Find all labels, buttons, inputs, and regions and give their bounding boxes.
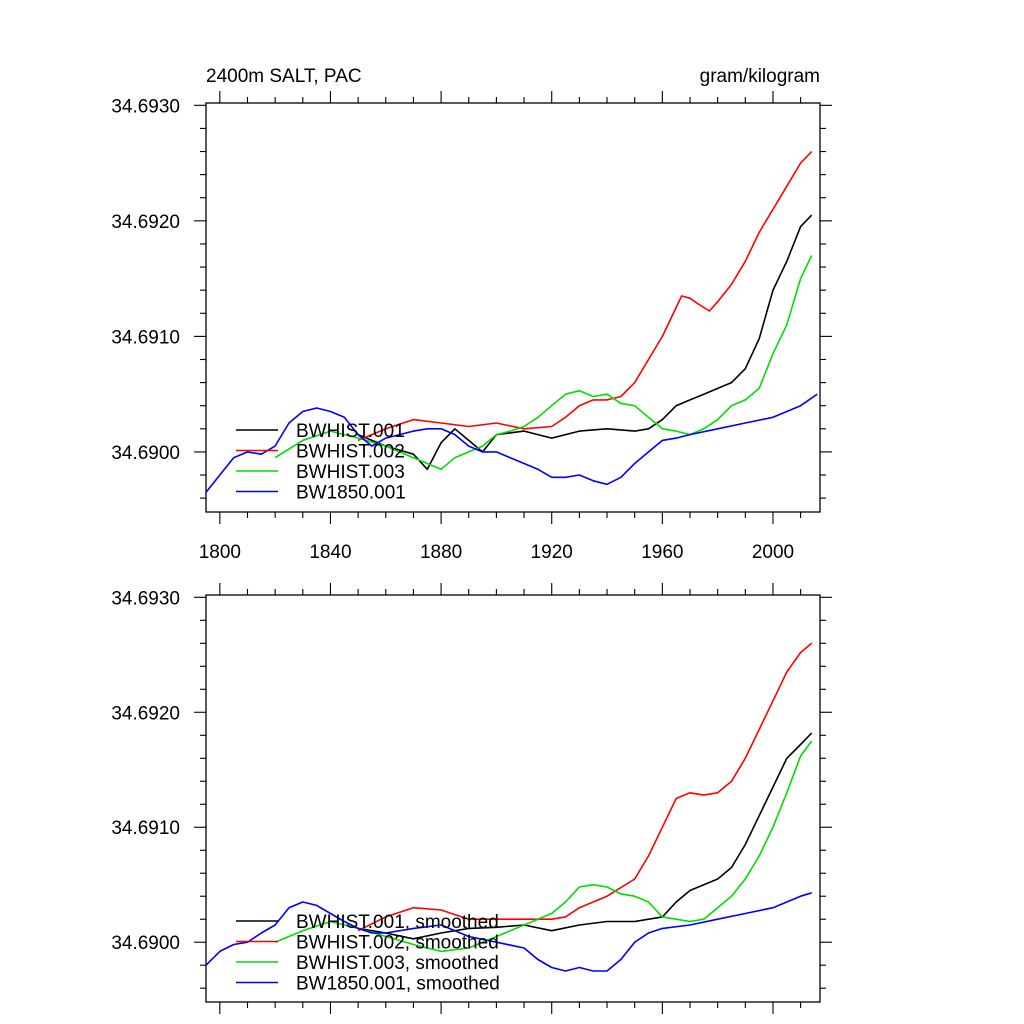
legend-label: BWHIST.001 [296,421,405,442]
x-tick-label: 1840 [309,542,351,563]
legend-label: BWHIST.001, smoothed [296,912,499,933]
legend-label: BWHIST.003, smoothed [296,953,499,974]
series-line-bwhist-003 [274,255,813,471]
plot-frame [205,594,821,1003]
legend-label: BWHIST.002 [296,442,405,463]
y-tick-label: 34.6910 [111,818,180,839]
x-tick-label: 2000 [752,542,794,563]
series-line-bw1850-001-smoothed [205,892,812,972]
x-tick-label: 1960 [641,542,683,563]
x-tick-label: 1920 [531,542,573,563]
chart-title: 2400m SALT, PAC [206,66,362,87]
x-tick-label: 1880 [420,542,462,563]
y-tick-label: 34.6930 [111,588,180,609]
plot-frame [205,102,821,513]
y-tick-label: 34.6900 [111,933,180,954]
legend-label: BW1850.001 [296,483,406,504]
y-tick-label: 34.6900 [111,443,180,464]
series-line-bwhist-002-smoothed [357,642,813,932]
chart-panels: 1800 1840 1880 1920 1960 200034.690034.691034… [111,91,832,1014]
y-tick-label: 34.6930 [111,96,180,117]
series-line-bw1850-001 [205,393,818,493]
y-tick-label: 34.6920 [111,703,180,724]
x-tick-label: 1800 [199,542,241,563]
series-line-bwhist-003-smoothed [274,740,813,953]
chart-panel-2: 34.6900 34.6910 34.6920 34.6930 BWHIST.001, … [111,583,832,1014]
series-line-bwhist-001-smoothed [357,732,813,940]
chart-units: gram/kilogram [700,66,820,87]
y-tick-label: 34.6910 [111,327,180,348]
legend-label: BWHIST.003 [296,462,405,483]
y-tick-label: 34.6920 [111,212,180,233]
legend-label: BW1850.001, smoothed [296,974,500,995]
chart-panel-1: 1800 1840 1880 1920 1960 2000 34.6900 34.6910 34… [111,91,832,563]
series-line-bwhist-001 [357,214,813,471]
legend-label: BWHIST.002, smoothed [296,933,499,954]
series-line-bwhist-002 [357,150,813,442]
